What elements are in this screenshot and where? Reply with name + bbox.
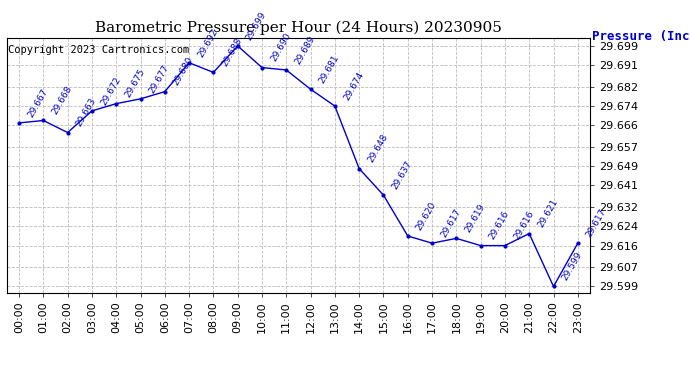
Text: 29.689: 29.689 [293, 34, 317, 66]
Text: 29.663: 29.663 [75, 97, 98, 128]
Text: Pressure (Inches/Hg): Pressure (Inches/Hg) [592, 30, 690, 43]
Text: 29.680: 29.680 [172, 56, 195, 87]
Text: 29.621: 29.621 [536, 198, 560, 230]
Text: 29.677: 29.677 [148, 63, 171, 94]
Text: 29.637: 29.637 [391, 159, 414, 191]
Text: 29.674: 29.674 [342, 70, 365, 102]
Text: 29.619: 29.619 [463, 202, 487, 234]
Text: 29.692: 29.692 [196, 27, 219, 58]
Text: Copyright 2023 Cartronics.com: Copyright 2023 Cartronics.com [8, 45, 189, 55]
Title: Barometric Pressure per Hour (24 Hours) 20230905: Barometric Pressure per Hour (24 Hours) … [95, 21, 502, 35]
Text: 29.599: 29.599 [560, 251, 584, 282]
Text: 29.675: 29.675 [124, 68, 147, 99]
Text: 29.688: 29.688 [220, 36, 244, 68]
Text: 29.648: 29.648 [366, 133, 390, 165]
Text: 29.617: 29.617 [439, 207, 462, 239]
Text: 29.668: 29.668 [50, 84, 74, 116]
Text: 29.681: 29.681 [317, 53, 341, 85]
Text: 29.616: 29.616 [488, 210, 511, 242]
Text: 29.699: 29.699 [245, 10, 268, 42]
Text: 29.620: 29.620 [415, 200, 438, 232]
Text: 29.617: 29.617 [584, 207, 609, 239]
Text: 29.690: 29.690 [269, 32, 293, 63]
Text: 29.616: 29.616 [512, 210, 535, 242]
Text: 29.667: 29.667 [26, 87, 50, 119]
Text: 29.672: 29.672 [99, 75, 122, 107]
